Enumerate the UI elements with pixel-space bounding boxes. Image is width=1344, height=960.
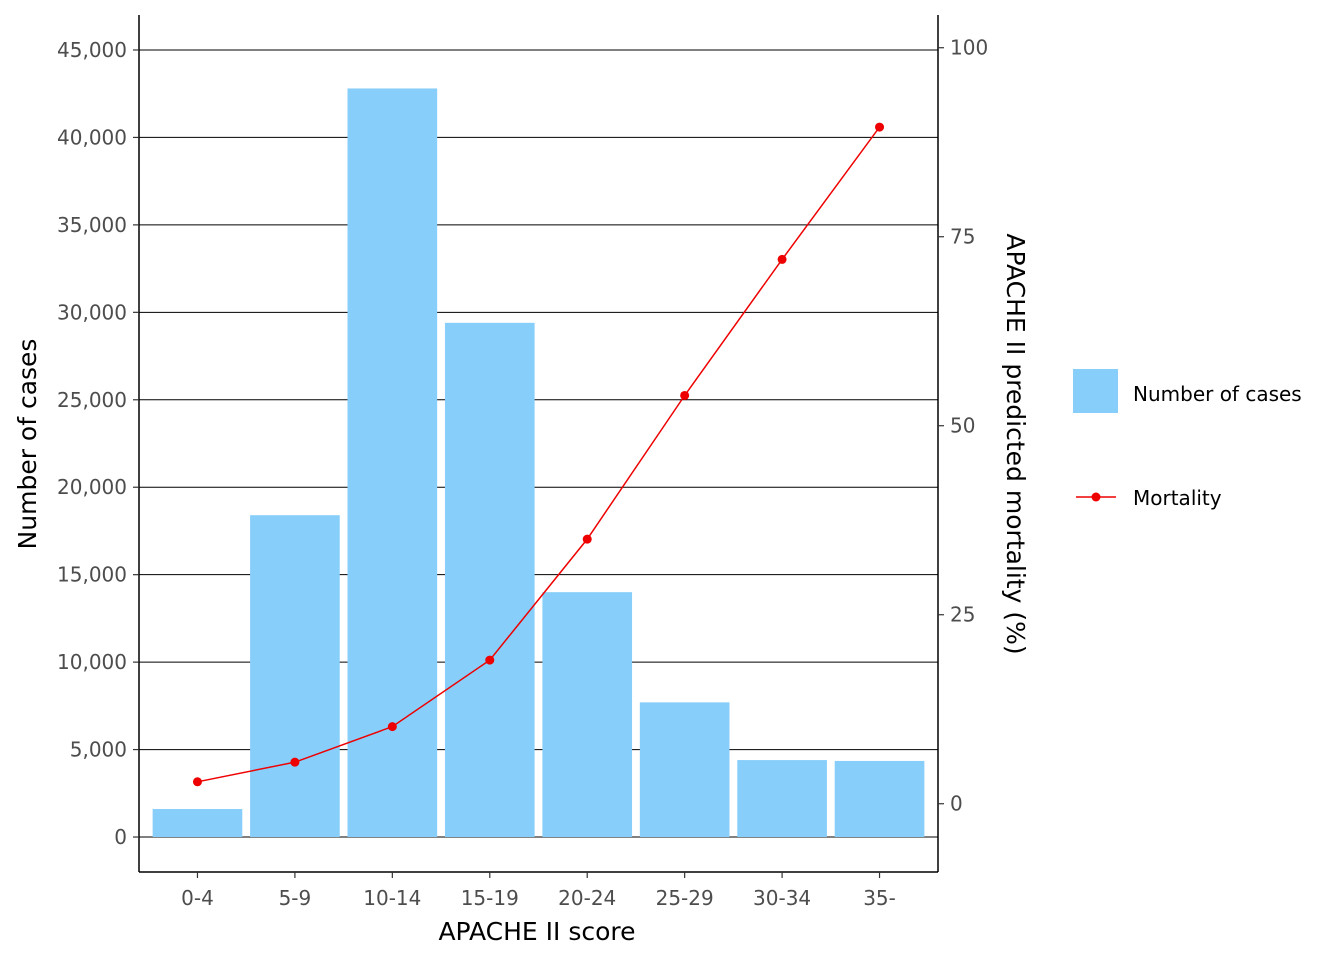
bar-35- — [834, 760, 925, 838]
y-tick-label-3: 15,000 — [57, 563, 127, 587]
mortality-point-0-4 — [192, 777, 202, 787]
mortality-line — [192, 122, 885, 787]
bar-10-14 — [347, 88, 438, 838]
legend-label-number-of-cases: Number of cases — [1133, 382, 1302, 406]
y2-tick-label-3: 75 — [950, 225, 975, 249]
bar-30-34 — [737, 760, 827, 838]
legend-label-mortality: Mortality — [1133, 486, 1222, 510]
y-tick-label-8: 40,000 — [57, 125, 127, 149]
y-tick-label-0: 0 — [114, 825, 127, 849]
mortality-point-20-24 — [582, 534, 592, 544]
y-tick-label-6: 30,000 — [57, 300, 127, 324]
y-tick-labels: 0 5,000 10,000 15,000 20,000 25,000 30,000 35,0… — [57, 38, 127, 849]
y2-tick-labels: 0 25 50 75 100 — [950, 36, 988, 816]
y2-axis-title: APACHE II predicted mortality (%) — [1001, 233, 1030, 654]
y-tick-label-1: 5,000 — [70, 738, 127, 762]
legend: Number of cases Mortality — [1073, 369, 1302, 510]
y-tick-label-4: 20,000 — [57, 475, 127, 499]
y-tick-label-9: 45,000 — [57, 38, 127, 62]
mortality-point-5-9 — [290, 757, 300, 767]
mortality-point-30-34 — [777, 254, 787, 264]
bar-0-4 — [152, 809, 243, 838]
x-tick-label-5: 25-29 — [656, 886, 714, 910]
y2-tick-label-0: 0 — [950, 792, 963, 816]
y-tick-label-7: 35,000 — [57, 213, 127, 237]
bar-15-19 — [444, 322, 535, 838]
x-tick-label-1: 5-9 — [279, 886, 312, 910]
x-tick-label-2: 10-14 — [363, 886, 421, 910]
x-tick-label-0: 0-4 — [181, 886, 214, 910]
mortality-point-10-14 — [387, 722, 397, 732]
y2-tick-label-1: 25 — [950, 603, 975, 627]
x-axis-title: APACHE II score — [438, 917, 635, 946]
y2-tick-label-4: 100 — [950, 36, 988, 60]
bars — [152, 88, 925, 838]
mortality-point-25-29 — [680, 390, 690, 400]
legend-box-number-of-cases — [1073, 369, 1118, 413]
x-tick-label-7: 35- — [863, 886, 896, 910]
bar-25-29 — [639, 702, 730, 838]
bar-20-24 — [542, 592, 633, 838]
x-tick-label-6: 30-34 — [753, 886, 811, 910]
x-tick-label-3: 15-19 — [461, 886, 519, 910]
mortality-polyline — [197, 126, 881, 783]
mortality-point-15-19 — [485, 655, 495, 665]
bar-5-9 — [250, 515, 340, 838]
y2-tick-label-2: 50 — [950, 414, 975, 438]
x-tick-label-4: 20-24 — [558, 886, 616, 910]
axes — [133, 15, 944, 878]
y-tick-label-5: 25,000 — [57, 388, 127, 412]
x-tick-labels: 0-4 5-9 10-14 15-19 20-24 25-29 30-34 35- — [181, 886, 896, 910]
mortality-point-35- — [875, 122, 885, 132]
legend-point-mortality — [1091, 492, 1101, 502]
y-axis-title: Number of cases — [13, 339, 42, 550]
y-tick-label-2: 10,000 — [57, 650, 127, 674]
